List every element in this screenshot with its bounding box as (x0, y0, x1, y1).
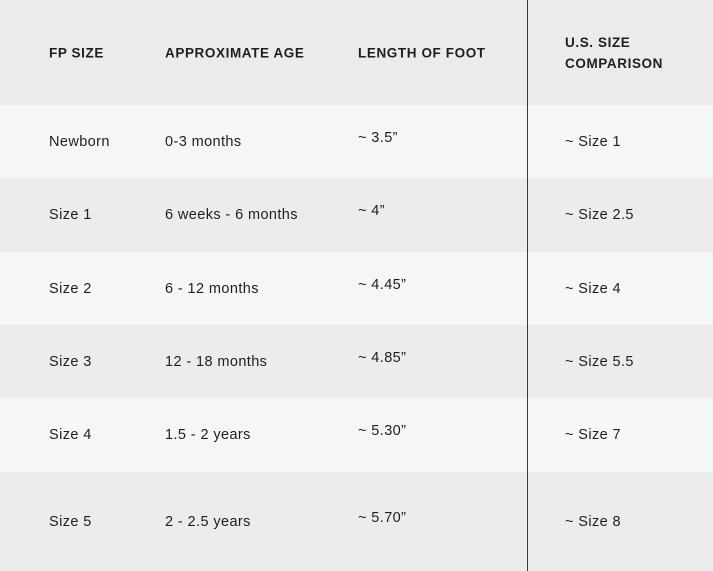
age-cell: 1.5 - 2 years (165, 427, 251, 443)
age-cell: 0-3 months (165, 133, 242, 150)
header-fp-size: FP SIZE (49, 45, 104, 60)
age-cell: 6 weeks - 6 months (165, 207, 298, 223)
table-row: Newborn 0-3 months ~ 3.5” ~ Size 1 (0, 105, 713, 178)
foot-length-cell: ~ 4” (358, 203, 385, 219)
header-us-size-line1: U.S. SIZE (565, 34, 631, 50)
foot-length-cell: ~ 4.45” (358, 276, 407, 293)
age-cell: 6 - 12 months (165, 280, 259, 297)
foot-length-cell: ~ 5.30” (358, 423, 407, 439)
us-size-cell: ~ Size 2.5 (565, 207, 634, 223)
age-cell: 2 - 2.5 years (165, 513, 251, 530)
table-row: Size 2 6 - 12 months ~ 4.45” ~ Size 4 (0, 252, 713, 325)
header-length-of-foot: LENGTH OF FOOT (358, 45, 486, 60)
table-header: FP SIZE APPROXIMATE AGE LENGTH OF FOOT U… (0, 0, 713, 105)
fp-size-cell: Size 2 (49, 280, 92, 297)
column-divider (527, 0, 528, 571)
header-approximate-age: APPROXIMATE AGE (165, 45, 305, 60)
fp-size-cell: Newborn (49, 133, 110, 150)
us-size-cell: ~ Size 5.5 (565, 353, 634, 370)
fp-size-cell: Size 3 (49, 353, 92, 370)
header-us-size-comparison: U.S. SIZE COMPARISON (565, 32, 663, 74)
table-row: Size 4 1.5 - 2 years ~ 5.30” ~ Size 7 (0, 398, 713, 472)
table-row: Size 1 6 weeks - 6 months ~ 4” ~ Size 2.5 (0, 178, 713, 252)
age-cell: 12 - 18 months (165, 353, 268, 370)
us-size-cell: ~ Size 1 (565, 133, 621, 150)
fp-size-cell: Size 1 (49, 207, 92, 223)
us-size-cell: ~ Size 4 (565, 280, 621, 297)
table-row: Size 3 12 - 18 months ~ 4.85” ~ Size 5.5 (0, 325, 713, 398)
header-us-size-line2: COMPARISON (565, 55, 664, 71)
us-size-cell: ~ Size 7 (565, 427, 621, 443)
foot-length-cell: ~ 3.5” (358, 129, 398, 146)
fp-size-cell: Size 5 (49, 513, 92, 530)
fp-size-cell: Size 4 (49, 427, 92, 443)
us-size-cell: ~ Size 8 (565, 513, 621, 530)
foot-length-cell: ~ 5.70” (358, 509, 407, 526)
foot-length-cell: ~ 4.85” (358, 349, 407, 366)
table-row: Size 5 2 - 2.5 years ~ 5.70” ~ Size 8 (0, 472, 713, 571)
